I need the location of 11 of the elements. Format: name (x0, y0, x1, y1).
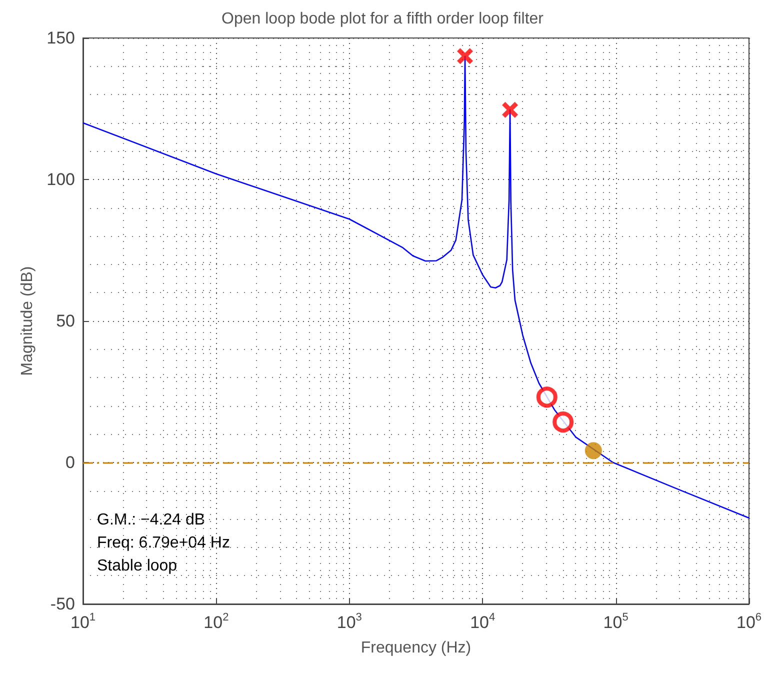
y-tick-label: 0 (66, 453, 75, 472)
chart-title: Open loop bode plot for a fifth order loop filter (222, 10, 544, 28)
y-tick-label: -50 (50, 594, 75, 614)
x-axis-title: Frequency (Hz) (360, 640, 472, 656)
annotation: G.M.: −4.24 dB (97, 512, 206, 528)
annotation: Stable loop (97, 558, 178, 574)
y-tick-label: 150 (46, 28, 75, 48)
y-tick-label: 50 (56, 312, 75, 330)
y-axis-title: Magnitude (dB) (19, 266, 36, 376)
annotation: Freq: 6.79e+04 Hz (97, 534, 230, 552)
y-tick-label: 100 (46, 170, 75, 189)
